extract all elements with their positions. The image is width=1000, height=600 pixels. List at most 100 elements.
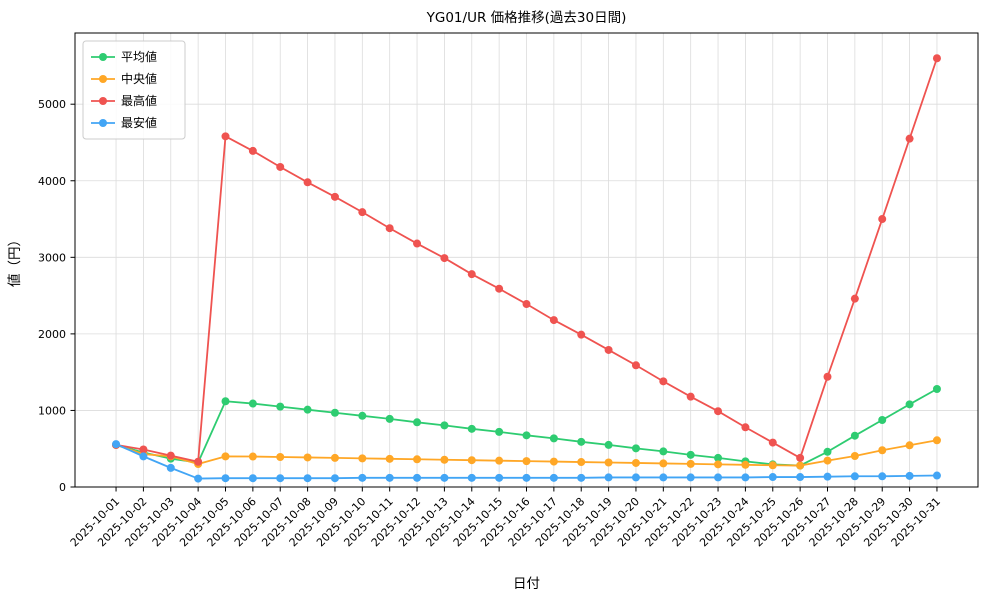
series-marker-median — [495, 456, 504, 465]
series-marker-min — [467, 473, 476, 482]
series-marker-average — [358, 411, 367, 420]
legend-label-max: 最高値 — [121, 93, 157, 108]
series-marker-max — [139, 445, 148, 454]
y-tick-label: 2000 — [38, 328, 66, 341]
series-marker-median — [604, 458, 613, 467]
series-marker-max — [741, 423, 750, 432]
series-marker-median — [549, 457, 558, 466]
series-marker-min — [385, 473, 394, 482]
series-marker-median — [413, 455, 422, 464]
series-marker-min — [796, 473, 805, 482]
series-marker-max — [850, 294, 859, 303]
y-tick-label: 0 — [59, 481, 66, 494]
series-marker-min — [823, 472, 832, 481]
series-marker-median — [796, 461, 805, 470]
y-tick-label: 1000 — [38, 404, 66, 417]
series-marker-min — [741, 473, 750, 482]
series-marker-min — [850, 472, 859, 481]
series-marker-median — [248, 452, 257, 461]
series-marker-max — [413, 239, 422, 248]
chart-title: YG01/UR 価格推移(過去30日間) — [426, 10, 627, 26]
series-marker-max — [194, 457, 203, 466]
legend-box — [82, 40, 186, 140]
series-marker-max — [604, 345, 613, 354]
series-marker-max — [878, 215, 887, 224]
series-marker-max — [905, 134, 914, 143]
series-marker-max — [768, 438, 777, 447]
series-marker-average — [221, 397, 230, 406]
series-marker-max — [303, 178, 312, 187]
series-marker-median — [440, 455, 449, 464]
series-marker-median — [932, 436, 941, 445]
series-marker-min — [714, 473, 723, 482]
series-marker-min — [330, 474, 339, 483]
legend-marker-average — [99, 53, 107, 61]
series-marker-max — [166, 451, 175, 460]
legend-label-min: 最安値 — [121, 115, 157, 130]
series-marker-average — [303, 405, 312, 414]
series-marker-average — [577, 437, 586, 446]
series-marker-min — [577, 473, 586, 482]
series-marker-average — [850, 431, 859, 440]
series-marker-average — [686, 450, 695, 459]
series-marker-average — [413, 418, 422, 427]
series-marker-median — [276, 452, 285, 461]
y-tick-label: 5000 — [38, 98, 66, 111]
series-marker-average — [823, 447, 832, 456]
x-axis-label: 日付 — [513, 576, 540, 592]
series-marker-average — [248, 399, 257, 408]
series-marker-min — [659, 473, 668, 482]
series-marker-min — [495, 473, 504, 482]
series-marker-median — [741, 460, 750, 469]
series-marker-median — [385, 454, 394, 463]
series-marker-median — [878, 446, 887, 455]
series-marker-min — [549, 473, 558, 482]
series-marker-median — [905, 441, 914, 450]
series-marker-median — [467, 456, 476, 465]
series-marker-min — [522, 473, 531, 482]
series-marker-average — [330, 408, 339, 417]
series-marker-median — [686, 459, 695, 468]
series-marker-average — [932, 385, 941, 394]
series-marker-median — [823, 456, 832, 465]
series-marker-max — [686, 392, 695, 401]
series-marker-min — [112, 440, 121, 449]
series-marker-average — [276, 402, 285, 411]
series-marker-max — [659, 377, 668, 386]
series-marker-min — [768, 473, 777, 482]
series-marker-max — [549, 316, 558, 325]
series-marker-median — [303, 453, 312, 462]
series-marker-max — [330, 192, 339, 201]
series-marker-average — [905, 400, 914, 409]
series-marker-min — [358, 473, 367, 482]
series-marker-max — [631, 361, 640, 370]
series-marker-min — [139, 452, 148, 461]
series-marker-max — [796, 453, 805, 462]
series-marker-max — [823, 372, 832, 381]
series-marker-min — [440, 473, 449, 482]
series-marker-median — [768, 461, 777, 470]
series-marker-max — [221, 132, 230, 141]
series-marker-median — [714, 460, 723, 469]
series-marker-median — [358, 454, 367, 463]
series-marker-average — [385, 414, 394, 423]
series-marker-min — [686, 473, 695, 482]
series-marker-max — [248, 146, 257, 155]
y-axis-label: 値（円） — [7, 233, 23, 287]
series-marker-median — [330, 453, 339, 462]
series-marker-average — [631, 444, 640, 453]
series-marker-max — [467, 270, 476, 279]
series-marker-min — [221, 474, 230, 483]
series-marker-median — [577, 458, 586, 467]
series-marker-median — [850, 451, 859, 460]
series-marker-min — [248, 474, 257, 483]
series-marker-min — [631, 473, 640, 482]
series-marker-average — [440, 421, 449, 430]
series-marker-average — [604, 440, 613, 449]
series-marker-min — [303, 474, 312, 483]
legend-marker-median — [99, 75, 107, 83]
series-marker-min — [905, 471, 914, 480]
series-marker-max — [714, 407, 723, 416]
series-marker-average — [878, 416, 887, 425]
